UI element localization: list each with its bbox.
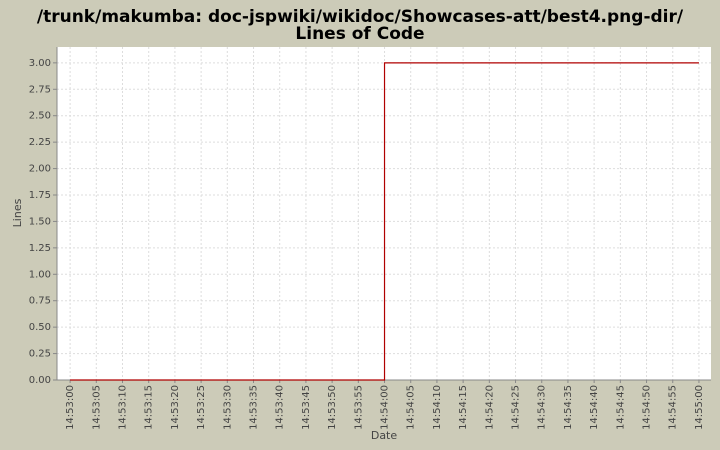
x-tick-label: 14:54:15 — [458, 385, 469, 430]
y-tick-label: 2.50 — [29, 111, 51, 122]
x-tick-label: 14:53:25 — [196, 385, 207, 430]
x-tick-label: 14:54:05 — [406, 385, 417, 430]
y-tick-label: 2.00 — [29, 164, 51, 175]
x-tick-label: 14:54:45 — [615, 385, 626, 430]
y-tick-label: 0.25 — [29, 349, 51, 360]
x-tick-label: 14:53:30 — [222, 385, 233, 430]
x-tick-label: 14:53:55 — [353, 385, 364, 430]
x-tick-label: 14:53:15 — [144, 385, 155, 430]
x-tick-label: 14:53:05 — [91, 385, 102, 430]
x-tick-label: 14:53:10 — [118, 385, 129, 430]
y-axis-label: Lines — [11, 198, 24, 227]
y-tick-label: 2.75 — [29, 84, 51, 95]
y-tick-label: 0.00 — [29, 375, 51, 386]
x-tick-label: 14:54:35 — [563, 385, 574, 430]
chart-title: Lines of Code — [295, 24, 424, 44]
y-tick-label: 1.00 — [29, 269, 51, 280]
x-tick-label: 14:53:40 — [275, 385, 286, 430]
y-tick-label: 3.00 — [29, 58, 51, 69]
series-line — [70, 62, 699, 381]
x-tick-label: 14:53:45 — [301, 385, 312, 430]
x-tick-label: 14:54:00 — [380, 385, 391, 430]
y-tick-label: 1.25 — [29, 243, 51, 254]
x-tick-label: 14:54:10 — [432, 385, 443, 430]
x-tick-label: 14:53:35 — [249, 385, 260, 430]
y-tick-label: 1.50 — [29, 216, 51, 227]
x-tick-label: 14:53:20 — [170, 385, 181, 430]
x-tick-label: 14:54:30 — [537, 385, 548, 430]
x-tick-label: 14:54:40 — [589, 385, 600, 430]
x-tick-label: 14:55:00 — [694, 385, 705, 430]
chart-title: /trunk/makumba: doc-jspwiki/wikidoc/Show… — [37, 7, 684, 27]
y-tick-label: 0.75 — [29, 296, 51, 307]
x-tick-label: 14:53:00 — [65, 385, 76, 430]
x-tick-label: 14:53:50 — [327, 385, 338, 430]
x-tick-label: 14:54:55 — [668, 385, 679, 430]
y-tick-label: 0.50 — [29, 322, 51, 333]
x-tick-label: 14:54:25 — [511, 385, 522, 430]
x-axis-label: Date — [371, 429, 398, 442]
x-tick-label: 14:54:50 — [642, 385, 653, 430]
y-tick-label: 1.75 — [29, 190, 51, 201]
y-tick-label: 2.25 — [29, 137, 51, 148]
x-tick-label: 14:54:20 — [484, 385, 495, 430]
